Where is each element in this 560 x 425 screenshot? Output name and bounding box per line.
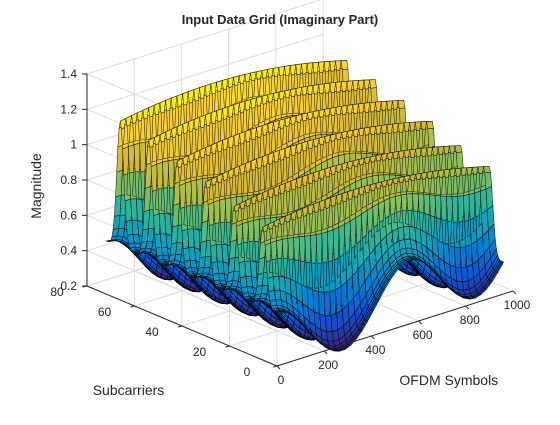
surface-patch [370, 80, 377, 89]
surface-patch [341, 61, 348, 70]
surface [106, 61, 504, 352]
surface-patch [398, 100, 405, 108]
